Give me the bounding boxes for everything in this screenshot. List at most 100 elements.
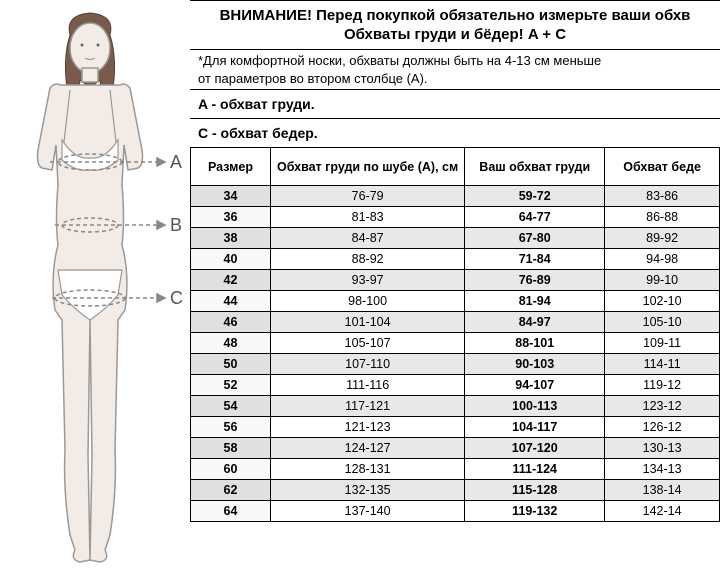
table-cell: 50 bbox=[191, 354, 271, 375]
table-cell: 59-72 bbox=[465, 186, 605, 207]
body-figure: A B C bbox=[0, 10, 190, 570]
table-cell: 104-117 bbox=[465, 417, 605, 438]
title-line-2: Обхваты груди и бёдер! A + C bbox=[198, 26, 712, 43]
measure-letter-b: B bbox=[170, 215, 182, 235]
table-row: 62132-135115-128138-14 bbox=[191, 480, 720, 501]
table-cell: 114-11 bbox=[605, 354, 720, 375]
table-cell: 76-89 bbox=[465, 270, 605, 291]
table-cell: 89-92 bbox=[605, 228, 720, 249]
table-row: 54117-121100-113123-12 bbox=[191, 396, 720, 417]
table-cell: 100-113 bbox=[465, 396, 605, 417]
table-cell: 58 bbox=[191, 438, 271, 459]
table-row: 60128-131111-124134-13 bbox=[191, 459, 720, 480]
table-cell: 99-10 bbox=[605, 270, 720, 291]
table-row: 4293-9776-8999-10 bbox=[191, 270, 720, 291]
size-table: РазмерОбхват груди по шубе (А), смВаш об… bbox=[190, 147, 720, 522]
table-cell: 84-87 bbox=[271, 228, 465, 249]
table-cell: 126-12 bbox=[605, 417, 720, 438]
table-header-cell: Обхват груди по шубе (А), см bbox=[271, 148, 465, 186]
table-cell: 54 bbox=[191, 396, 271, 417]
table-header-cell: Размер bbox=[191, 148, 271, 186]
table-cell: 84-97 bbox=[465, 312, 605, 333]
table-cell: 52 bbox=[191, 375, 271, 396]
table-cell: 111-124 bbox=[465, 459, 605, 480]
table-row: 4498-10081-94102-10 bbox=[191, 291, 720, 312]
table-row: 4088-9271-8494-98 bbox=[191, 249, 720, 270]
table-cell: 119-132 bbox=[465, 501, 605, 522]
table-cell: 109-11 bbox=[605, 333, 720, 354]
table-row: 3681-8364-7786-88 bbox=[191, 207, 720, 228]
table-cell: 76-79 bbox=[271, 186, 465, 207]
table-cell: 81-83 bbox=[271, 207, 465, 228]
table-cell: 94-98 bbox=[605, 249, 720, 270]
table-row: 50107-11090-103114-11 bbox=[191, 354, 720, 375]
table-header-row: РазмерОбхват груди по шубе (А), смВаш об… bbox=[191, 148, 720, 186]
table-cell: 115-128 bbox=[465, 480, 605, 501]
table-cell: 128-131 bbox=[271, 459, 465, 480]
table-cell: 105-107 bbox=[271, 333, 465, 354]
table-cell: 42 bbox=[191, 270, 271, 291]
table-cell: 64 bbox=[191, 501, 271, 522]
table-cell: 56 bbox=[191, 417, 271, 438]
table-cell: 71-84 bbox=[465, 249, 605, 270]
table-cell: 98-100 bbox=[271, 291, 465, 312]
note-block: *Для комфортной носки, обхваты должны бы… bbox=[190, 49, 720, 89]
table-cell: 121-123 bbox=[271, 417, 465, 438]
table-row: 52111-11694-107119-12 bbox=[191, 375, 720, 396]
table-cell: 107-120 bbox=[465, 438, 605, 459]
table-cell: 64-77 bbox=[465, 207, 605, 228]
table-cell: 88-101 bbox=[465, 333, 605, 354]
table-cell: 93-97 bbox=[271, 270, 465, 291]
table-header-cell: Обхват беде bbox=[605, 148, 720, 186]
table-cell: 107-110 bbox=[271, 354, 465, 375]
table-cell: 124-127 bbox=[271, 438, 465, 459]
table-cell: 81-94 bbox=[465, 291, 605, 312]
table-row: 46101-10484-97105-10 bbox=[191, 312, 720, 333]
table-cell: 62 bbox=[191, 480, 271, 501]
table-cell: 137-140 bbox=[271, 501, 465, 522]
title-line-1: ВНИМАНИЕ! Перед покупкой обязательно изм… bbox=[198, 7, 712, 24]
header-block: ВНИМАНИЕ! Перед покупкой обязательно изм… bbox=[190, 0, 720, 49]
note-line-2: от параметров во втором столбце (А). bbox=[198, 70, 712, 88]
table-cell: 67-80 bbox=[465, 228, 605, 249]
table-cell: 83-86 bbox=[605, 186, 720, 207]
table-cell: 60 bbox=[191, 459, 271, 480]
table-cell: 48 bbox=[191, 333, 271, 354]
table-cell: 34 bbox=[191, 186, 271, 207]
table-cell: 111-116 bbox=[271, 375, 465, 396]
table-cell: 117-121 bbox=[271, 396, 465, 417]
content-panel: ВНИМАНИЕ! Перед покупкой обязательно изм… bbox=[190, 0, 720, 581]
table-cell: 101-104 bbox=[271, 312, 465, 333]
table-cell: 119-12 bbox=[605, 375, 720, 396]
table-row: 3884-8767-8089-92 bbox=[191, 228, 720, 249]
table-cell: 102-10 bbox=[605, 291, 720, 312]
table-header-cell: Ваш обхват груди bbox=[465, 148, 605, 186]
table-cell: 105-10 bbox=[605, 312, 720, 333]
table-cell: 132-135 bbox=[271, 480, 465, 501]
table-cell: 86-88 bbox=[605, 207, 720, 228]
table-cell: 46 bbox=[191, 312, 271, 333]
table-cell: 38 bbox=[191, 228, 271, 249]
section-c-label: C - обхват бедер. bbox=[190, 118, 720, 147]
table-cell: 130-13 bbox=[605, 438, 720, 459]
section-a-label: A - обхват груди. bbox=[190, 89, 720, 118]
table-cell: 134-13 bbox=[605, 459, 720, 480]
table-row: 58124-127107-120130-13 bbox=[191, 438, 720, 459]
measure-letter-c: C bbox=[170, 288, 183, 308]
note-line-1: *Для комфортной носки, обхваты должны бы… bbox=[198, 52, 712, 70]
table-cell: 123-12 bbox=[605, 396, 720, 417]
table-row: 56121-123104-117126-12 bbox=[191, 417, 720, 438]
table-cell: 88-92 bbox=[271, 249, 465, 270]
measure-letter-a: A bbox=[170, 152, 182, 172]
table-cell: 142-14 bbox=[605, 501, 720, 522]
table-row: 3476-7959-7283-86 bbox=[191, 186, 720, 207]
table-cell: 90-103 bbox=[465, 354, 605, 375]
figure-panel: A B C bbox=[0, 0, 190, 581]
table-cell: 44 bbox=[191, 291, 271, 312]
table-cell: 138-14 bbox=[605, 480, 720, 501]
table-cell: 94-107 bbox=[465, 375, 605, 396]
table-row: 48105-10788-101109-11 bbox=[191, 333, 720, 354]
table-row: 64137-140119-132142-14 bbox=[191, 501, 720, 522]
table-cell: 40 bbox=[191, 249, 271, 270]
table-cell: 36 bbox=[191, 207, 271, 228]
